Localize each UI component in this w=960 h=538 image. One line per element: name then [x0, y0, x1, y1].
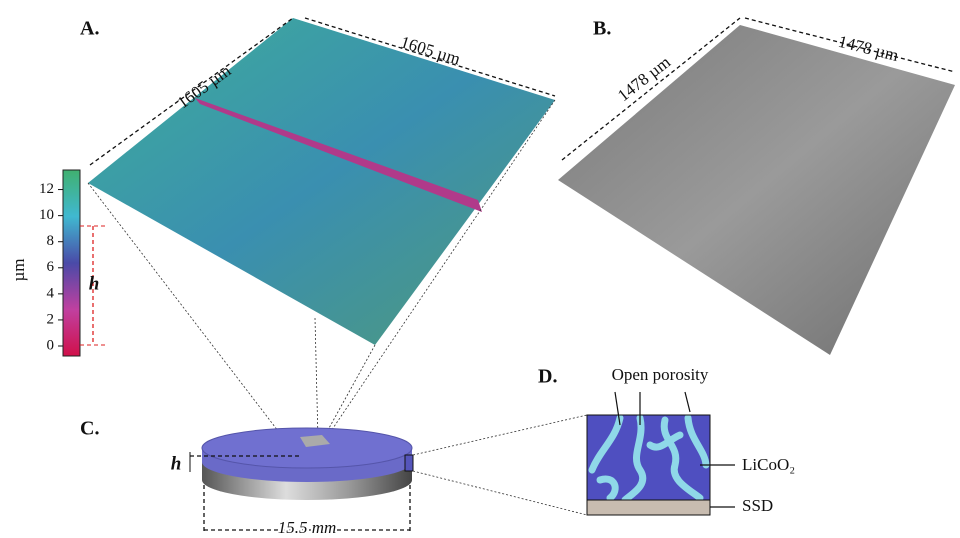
colorbar-unit: µm	[9, 258, 28, 281]
projection	[413, 415, 587, 455]
colorbar-tick-label: 8	[47, 233, 55, 249]
projection	[315, 318, 318, 440]
figure: 1605 µm 1605 µm A. 024681012 µm h 1478 µ…	[0, 0, 960, 538]
colorbar-tick-label: 12	[39, 181, 54, 197]
panel-label: C.	[80, 418, 99, 440]
sem-surface	[558, 25, 955, 355]
colorbar	[63, 170, 80, 356]
separator-label: SSD	[742, 496, 773, 515]
colorbar-tick-label: 4	[47, 285, 55, 301]
diameter-label: 15.5 mm	[278, 518, 337, 537]
projection	[413, 471, 587, 515]
panel-label: D.	[538, 366, 557, 388]
panel-label: B.	[593, 18, 611, 40]
height-label: h	[89, 273, 100, 294]
colorbar-tick-label: 10	[39, 207, 54, 223]
disk-top	[202, 428, 412, 468]
zoom-box	[405, 455, 413, 471]
panel-label: A.	[80, 18, 99, 40]
cathode-label: LiCoO₂	[742, 455, 795, 474]
porosity-label: Open porosity	[612, 365, 709, 384]
colorbar-tick-label: 0	[47, 337, 55, 353]
height-label: h	[171, 453, 182, 474]
afm-surface	[88, 18, 555, 345]
separator-layer	[587, 500, 710, 515]
colorbar-tick-label: 6	[47, 259, 55, 275]
colorbar-tick-label: 2	[47, 311, 55, 327]
